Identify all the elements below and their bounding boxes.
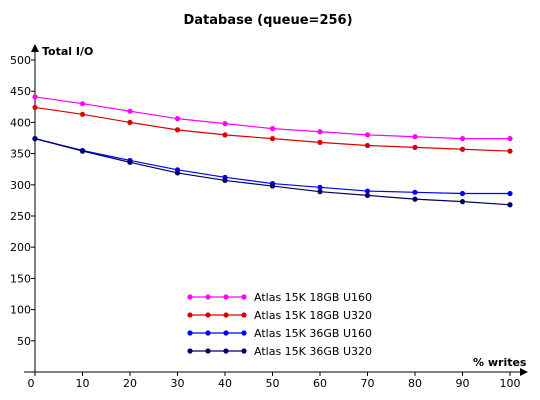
- data-point: [174, 116, 181, 122]
- y-tick-label: 350: [10, 148, 31, 161]
- y-tick-label: 250: [10, 210, 31, 223]
- data-point: [222, 121, 228, 127]
- x-axis-title: % writes: [473, 356, 527, 369]
- legend-swatch-marker: [205, 348, 211, 354]
- data-point: [174, 127, 181, 133]
- x-tick-label: 100: [500, 377, 521, 390]
- data-point: [32, 136, 38, 142]
- data-point: [459, 190, 466, 197]
- legend-swatch-marker: [205, 330, 211, 336]
- x-tick-label: 70: [361, 377, 375, 390]
- y-tick-label: 300: [10, 179, 31, 192]
- y-tick-label: 200: [10, 241, 31, 254]
- legend-swatch-marker: [187, 348, 193, 354]
- x-tick-label: 60: [313, 377, 327, 390]
- legend-swatch-marker: [187, 330, 193, 336]
- x-tick-label: 30: [171, 377, 185, 390]
- data-point: [412, 189, 418, 195]
- legend-label: Atlas 15K 36GB U160: [254, 327, 372, 340]
- data-point: [317, 139, 323, 145]
- series-line: [34, 96, 510, 140]
- data-point: [317, 129, 323, 135]
- legend-label: Atlas 15K 18GB U160: [254, 291, 372, 304]
- y-axis-ticks: 50 100 150 200 250 300 350 400 450 500: [10, 54, 35, 348]
- data-point: [317, 189, 323, 195]
- data-point: [269, 136, 276, 142]
- data-point: [269, 126, 276, 132]
- data-point: [364, 132, 371, 138]
- data-point: [127, 108, 133, 114]
- data-point: [32, 104, 38, 111]
- y-tick-label: 450: [10, 85, 31, 98]
- data-point: [507, 148, 513, 154]
- legend-swatch-marker: [205, 312, 211, 318]
- data-point: [412, 144, 418, 150]
- data-point: [364, 192, 371, 199]
- data-point: [317, 184, 323, 190]
- legend-swatch-marker: [223, 330, 229, 336]
- legend-swatch-marker: [241, 294, 247, 300]
- chart-title: Database (queue=256): [183, 13, 352, 28]
- data-point: [364, 142, 371, 149]
- x-tick-label: 80: [408, 377, 422, 390]
- x-tick-label: 20: [123, 377, 137, 390]
- y-tick-label: 50: [17, 335, 31, 348]
- legend-swatch-marker: [223, 348, 229, 354]
- data-point: [412, 134, 418, 140]
- data-point: [79, 101, 86, 107]
- data-point: [79, 111, 86, 117]
- data-point: [127, 159, 133, 165]
- data-point: [507, 136, 513, 142]
- data-point: [507, 190, 513, 197]
- axes: [24, 44, 528, 376]
- data-point: [459, 136, 466, 142]
- legend-swatch-marker: [187, 312, 193, 318]
- plot-area: [32, 94, 513, 208]
- x-tick-label: 40: [218, 377, 232, 390]
- x-axis-ticks: 0 10 20 30 40 50 60 70 80 90 100: [28, 372, 521, 390]
- data-point: [459, 146, 466, 152]
- data-point: [32, 94, 38, 100]
- legend-swatch-marker: [241, 312, 247, 318]
- x-tick-label: 0: [28, 377, 35, 390]
- legend-label: Atlas 15K 18GB U320: [254, 309, 372, 322]
- legend-label: Atlas 15K 36GB U320: [254, 345, 372, 358]
- data-point: [127, 119, 133, 125]
- data-point: [459, 199, 466, 205]
- legend-swatch-marker: [241, 330, 247, 336]
- legend-swatch-marker: [223, 294, 229, 300]
- x-tick-label: 10: [76, 377, 90, 390]
- data-point: [412, 196, 418, 202]
- y-tick-label: 500: [10, 54, 31, 67]
- legend-swatch-marker: [187, 294, 193, 300]
- legend: Atlas 15K 18GB U160 Atlas 15K 18GB U320 At…: [187, 291, 372, 358]
- y-tick-label: 100: [10, 304, 31, 317]
- y-tick-label: 400: [10, 116, 31, 129]
- legend-swatch-marker: [241, 348, 247, 354]
- legend-swatch-marker: [205, 294, 211, 300]
- data-point: [174, 170, 181, 176]
- data-point: [269, 183, 276, 189]
- data-point: [364, 188, 371, 194]
- legend-swatch-marker: [223, 312, 229, 318]
- x-tick-label: 90: [456, 377, 470, 390]
- data-point: [222, 177, 228, 184]
- y-axis-title: Total I/O: [42, 45, 93, 58]
- data-point: [222, 132, 228, 138]
- y-tick-label: 150: [10, 272, 31, 285]
- y-axis-arrow: [31, 44, 39, 52]
- data-point: [507, 202, 513, 208]
- x-tick-label: 50: [266, 377, 280, 390]
- x-axis-arrow: [520, 368, 528, 376]
- data-point: [79, 148, 86, 154]
